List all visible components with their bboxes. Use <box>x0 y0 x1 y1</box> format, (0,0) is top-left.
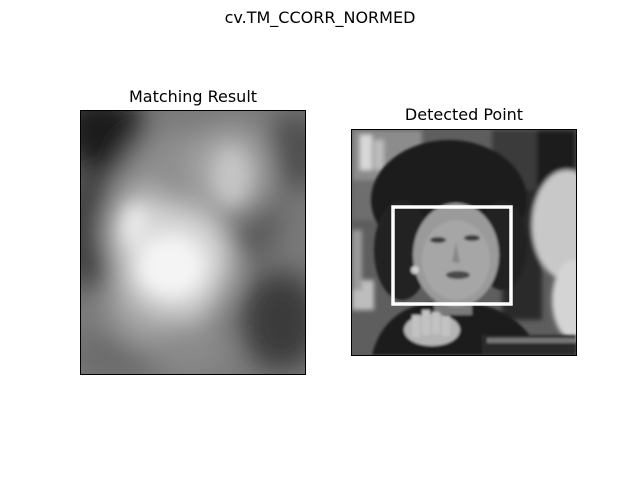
detected-point-image <box>351 129 577 356</box>
figure-title: cv.TM_CCORR_NORMED <box>224 8 416 27</box>
heatmap-svg <box>81 111 305 374</box>
detected-point-title: Detected Point <box>404 105 524 124</box>
matching-result-title: Matching Result <box>128 87 258 106</box>
photo-svg <box>352 130 576 355</box>
matching-result-heatmap <box>80 110 306 375</box>
detection-box <box>391 205 513 306</box>
